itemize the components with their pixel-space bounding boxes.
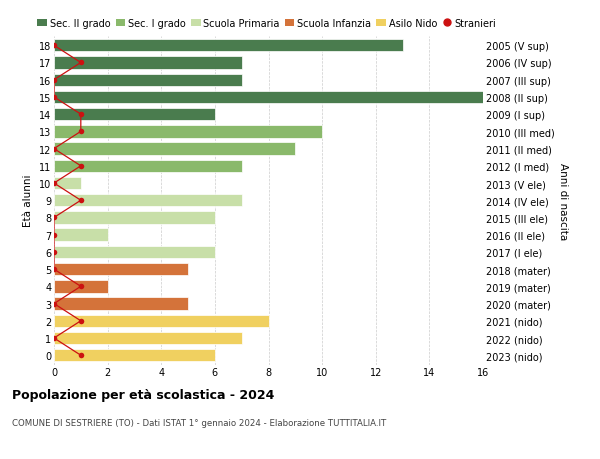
- Bar: [54, 212, 215, 224]
- Text: Popolazione per età scolastica - 2024: Popolazione per età scolastica - 2024: [12, 388, 274, 401]
- Bar: [54, 263, 188, 276]
- Text: COMUNE DI SESTRIERE (TO) - Dati ISTAT 1° gennaio 2024 - Elaborazione TUTTITALIA.: COMUNE DI SESTRIERE (TO) - Dati ISTAT 1°…: [12, 418, 386, 427]
- Bar: [54, 246, 215, 258]
- Bar: [54, 74, 242, 87]
- Bar: [54, 332, 242, 344]
- Bar: [54, 143, 295, 156]
- Bar: [54, 57, 242, 69]
- Bar: [54, 126, 322, 138]
- Bar: [54, 109, 215, 121]
- Legend: Sec. II grado, Sec. I grado, Scuola Primaria, Scuola Infanzia, Asilo Nido, Stran: Sec. II grado, Sec. I grado, Scuola Prim…: [37, 19, 496, 28]
- Bar: [54, 195, 242, 207]
- Y-axis label: Anni di nascita: Anni di nascita: [559, 162, 568, 239]
- Bar: [54, 349, 215, 362]
- Bar: [54, 229, 107, 241]
- Bar: [54, 315, 269, 327]
- Bar: [54, 280, 107, 293]
- Bar: [54, 160, 242, 173]
- Bar: [54, 40, 403, 52]
- Bar: [54, 298, 188, 310]
- Y-axis label: Età alunni: Età alunni: [23, 174, 33, 227]
- Bar: [54, 91, 510, 104]
- Bar: [54, 178, 81, 190]
